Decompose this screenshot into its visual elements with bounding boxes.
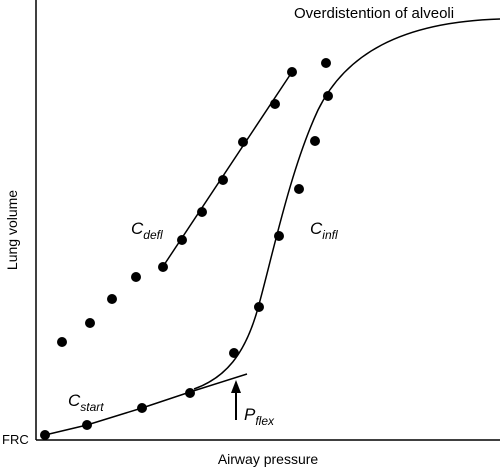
deflation-point: [287, 67, 297, 77]
deflation-point: [177, 235, 187, 245]
c-defl-sub: defl: [143, 228, 163, 242]
c-start-sub: start: [80, 400, 104, 414]
inflation-point: [274, 231, 284, 241]
deflation-points: [57, 67, 297, 347]
p-flex-main: P: [244, 405, 256, 424]
deflation-point: [270, 99, 280, 109]
start-points: [40, 388, 195, 440]
c-infl-main: C: [310, 219, 323, 238]
start-point: [185, 388, 195, 398]
p-flex-sub: flex: [255, 414, 275, 428]
deflation-point: [218, 175, 228, 185]
x-axis-label: Airway pressure: [218, 451, 319, 467]
inflation-compliance-label: Cinfl: [310, 219, 338, 242]
deflation-point: [85, 318, 95, 328]
y-axis-label: Lung volume: [4, 190, 20, 270]
inflation-point: [323, 91, 333, 101]
frc-label: FRC: [2, 432, 29, 447]
inflation-curve: [193, 18, 500, 390]
start-point: [82, 420, 92, 430]
inflation-point: [254, 302, 264, 312]
deflation-compliance-label: Cdefl: [131, 219, 163, 242]
inflation-point: [229, 348, 239, 358]
deflation-point: [57, 337, 67, 347]
deflation-point: [197, 207, 207, 217]
c-infl-sub: infl: [322, 228, 338, 242]
inflation-point: [321, 58, 331, 68]
pflex-arrow-head: [231, 380, 241, 393]
start-compliance-label: Cstart: [68, 391, 104, 414]
deflation-point: [158, 262, 168, 272]
deflation-point: [131, 272, 141, 282]
start-point: [40, 430, 50, 440]
inflation-points: [229, 58, 333, 358]
inflation-point: [310, 136, 320, 146]
pflex-label: Pflex: [244, 405, 275, 428]
deflation-point: [238, 137, 248, 147]
deflation-point: [107, 294, 117, 304]
c-start-main: C: [68, 391, 81, 410]
overdistention-label: Overdistention of alveoli: [294, 5, 454, 22]
inflation-point: [294, 184, 304, 194]
c-defl-main: C: [131, 219, 144, 238]
start-point: [137, 403, 147, 413]
